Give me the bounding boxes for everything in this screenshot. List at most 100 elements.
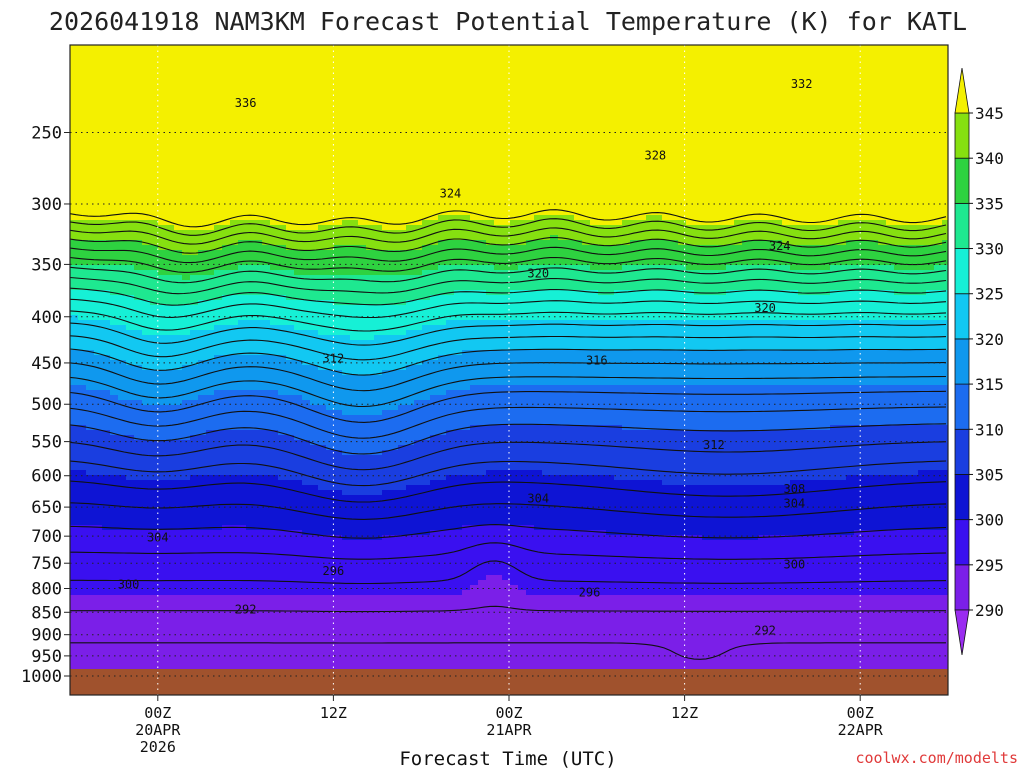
theta-cell [334, 65, 343, 71]
theta-cell [78, 515, 87, 521]
theta-cell [246, 500, 255, 506]
theta-cell [246, 160, 255, 166]
theta-cell [294, 385, 303, 391]
theta-cell [86, 540, 95, 546]
theta-cell [382, 635, 391, 641]
theta-cell [318, 585, 327, 591]
theta-cell [318, 225, 327, 231]
theta-cell [246, 655, 255, 661]
theta-cell [246, 100, 255, 106]
theta-cell [318, 100, 327, 106]
theta-cell [270, 155, 279, 161]
theta-cell [86, 355, 95, 361]
theta-cell [190, 295, 199, 301]
theta-cell [182, 470, 191, 476]
theta-cell [302, 170, 311, 176]
theta-cell [294, 505, 303, 511]
theta-cell [286, 60, 295, 66]
theta-cell [86, 605, 95, 611]
theta-cell [222, 465, 231, 471]
theta-cell [262, 105, 271, 111]
theta-cell [294, 635, 303, 641]
theta-cell [158, 380, 167, 386]
theta-cell [86, 440, 95, 446]
theta-cell [230, 375, 239, 381]
theta-cell [206, 195, 215, 201]
theta-cell [358, 120, 367, 126]
theta-cell [310, 560, 319, 566]
theta-cell [366, 125, 375, 131]
theta-cell [326, 95, 335, 101]
theta-cell [246, 200, 255, 206]
theta-cell [86, 65, 95, 71]
theta-cell [270, 330, 279, 336]
theta-cell [134, 375, 143, 381]
theta-cell [294, 480, 303, 486]
theta-cell [294, 390, 303, 396]
theta-cell [206, 80, 215, 86]
theta-cell [166, 600, 175, 606]
theta-cell [166, 330, 175, 336]
theta-cell [350, 395, 359, 401]
theta-cell [366, 75, 375, 81]
theta-cell [270, 505, 279, 511]
theta-cell [254, 470, 263, 476]
theta-cell [198, 500, 207, 506]
theta-cell [182, 370, 191, 376]
theta-cell [334, 130, 343, 136]
theta-cell [286, 160, 295, 166]
theta-cell [310, 360, 319, 366]
theta-cell [278, 80, 287, 86]
theta-cell [94, 355, 103, 361]
theta-cell [230, 225, 239, 231]
theta-cell [286, 665, 295, 671]
theta-cell [158, 70, 167, 76]
theta-cell [86, 305, 95, 311]
theta-cell [310, 270, 319, 276]
theta-cell [182, 305, 191, 311]
theta-cell [254, 415, 263, 421]
theta-cell [270, 205, 279, 211]
theta-cell [198, 60, 207, 66]
theta-cell [366, 200, 375, 206]
theta-cell [142, 215, 151, 221]
theta-cell [350, 520, 359, 526]
theta-cell [350, 305, 359, 311]
theta-cell [86, 220, 95, 226]
theta-cell [166, 65, 175, 71]
theta-cell [222, 130, 231, 136]
theta-cell [342, 300, 351, 306]
theta-cell [294, 335, 303, 341]
theta-cell [302, 240, 311, 246]
theta-cell [78, 625, 87, 631]
theta-cell [126, 120, 135, 126]
theta-cell [174, 115, 183, 121]
theta-cell [214, 480, 223, 486]
theta-cell [326, 225, 335, 231]
theta-cell [318, 475, 327, 481]
theta-cell [78, 600, 87, 606]
theta-cell [294, 610, 303, 616]
theta-cell [310, 510, 319, 516]
theta-cell [238, 500, 247, 506]
theta-cell [342, 325, 351, 331]
theta-cell [382, 245, 391, 251]
theta-cell [86, 215, 95, 221]
theta-cell [86, 45, 95, 51]
theta-cell [190, 560, 199, 566]
theta-cell [334, 220, 343, 226]
theta-cell [190, 530, 199, 536]
theta-cell [102, 180, 111, 186]
theta-cell [278, 325, 287, 331]
theta-cell [246, 165, 255, 171]
theta-cell [382, 540, 391, 546]
theta-cell [270, 210, 279, 216]
theta-cell [270, 550, 279, 556]
theta-cell [334, 350, 343, 356]
theta-cell [358, 290, 367, 296]
theta-cell [174, 460, 183, 466]
theta-cell [102, 100, 111, 106]
theta-cell [286, 465, 295, 471]
theta-cell [166, 270, 175, 276]
theta-cell [174, 65, 183, 71]
